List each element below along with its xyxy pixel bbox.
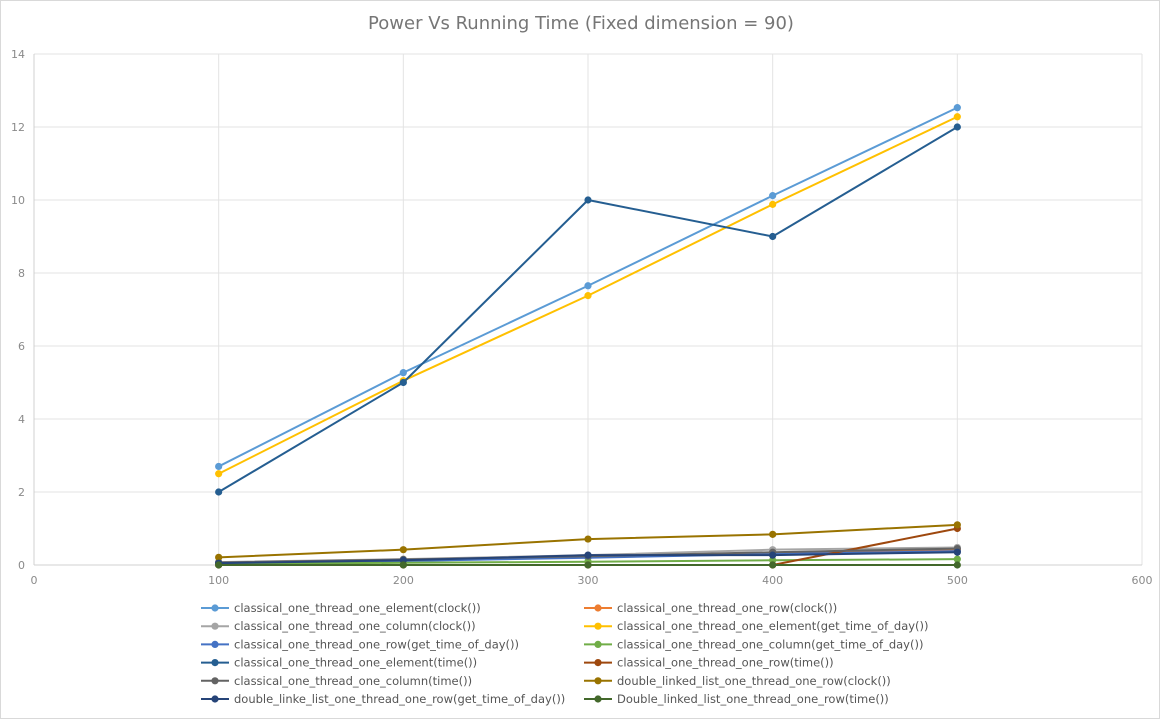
series-0 — [215, 104, 961, 471]
x-axis-ticks: 0 100 200 300 400 500 600 — [31, 574, 1153, 587]
legend-marker — [594, 677, 602, 685]
legend-label: classical_one_thread_one_element(time()) — [234, 656, 477, 670]
legend-item: classical_one_thread_one_element(get_tim… — [584, 619, 929, 633]
y-tick-label: 10 — [11, 194, 25, 207]
x-tick-label: 300 — [578, 574, 599, 587]
legend-marker — [211, 677, 219, 685]
legend-label: classical_one_thread_one_column(get_time… — [617, 637, 923, 651]
gridlines — [34, 53, 1143, 565]
legend-label: classical_one_thread_one_element(clock()… — [234, 601, 481, 615]
legend-label: classical_one_thread_one_row(get_time_of… — [234, 637, 519, 651]
data-point — [769, 530, 777, 538]
legend-label: classical_one_thread_one_column(time()) — [234, 674, 472, 688]
legend-marker — [594, 695, 602, 703]
x-tick-label: 500 — [947, 574, 968, 587]
x-tick-label: 0 — [31, 574, 38, 587]
data-point — [399, 369, 407, 377]
legend-marker — [594, 622, 602, 630]
data-point — [953, 113, 961, 121]
legend-label: double_linked_list_one_thread_one_row(cl… — [617, 674, 891, 688]
data-point — [953, 123, 961, 131]
y-tick-label: 0 — [18, 559, 25, 572]
legend-marker — [211, 659, 219, 667]
data-point — [769, 561, 777, 569]
series-11 — [215, 561, 961, 569]
legend-marker — [211, 604, 219, 612]
y-tick-label: 14 — [11, 48, 25, 61]
legend-item: double_linked_list_one_thread_one_row(cl… — [584, 674, 891, 688]
legend-item: classical_one_thread_one_row(clock()) — [584, 601, 837, 615]
legend-item: classical_one_thread_one_column(time()) — [201, 674, 472, 688]
data-point — [215, 462, 223, 471]
legend-item: classical_one_thread_one_column(get_time… — [584, 637, 923, 651]
data-point — [953, 561, 961, 569]
data-point — [584, 535, 592, 543]
data-point — [953, 548, 961, 556]
y-tick-label: 6 — [18, 340, 25, 353]
x-tick-label: 200 — [393, 574, 414, 587]
data-point — [769, 192, 777, 200]
y-tick-label: 4 — [18, 413, 25, 426]
data-point — [584, 292, 592, 300]
legend-marker — [594, 604, 602, 612]
data-point — [399, 561, 407, 569]
legend-item: classical_one_thread_one_row(time()) — [584, 656, 834, 670]
legend-item: Double_linked_list_one_thread_one_row(ti… — [584, 692, 889, 706]
data-point — [399, 378, 407, 387]
data-point — [769, 232, 777, 241]
x-tick-label: 100 — [208, 574, 229, 587]
y-tick-label: 8 — [18, 267, 25, 280]
chart-title: Power Vs Running Time (Fixed dimension =… — [368, 13, 794, 34]
data-point — [953, 555, 961, 563]
data-point — [399, 546, 407, 554]
legend-label: classical_one_thread_one_row(clock()) — [617, 601, 837, 615]
y-tick-label: 12 — [11, 121, 25, 134]
legend-marker — [211, 640, 219, 649]
legend-label: classical_one_thread_one_element(get_tim… — [617, 619, 929, 633]
data-point — [215, 561, 223, 569]
data-point — [215, 553, 223, 561]
legend-marker — [594, 659, 602, 667]
legend-item: classical_one_thread_one_column(clock()) — [201, 619, 476, 633]
legend-label: Double_linked_list_one_thread_one_row(ti… — [617, 692, 889, 706]
x-tick-label: 600 — [1132, 574, 1153, 587]
data-point — [215, 488, 223, 496]
data-point — [584, 561, 592, 569]
legend-marker — [211, 622, 219, 630]
data-point — [215, 470, 223, 478]
data-point — [953, 521, 961, 529]
legend-item: classical_one_thread_one_row(get_time_of… — [201, 637, 519, 651]
legend-label: classical_one_thread_one_row(time()) — [617, 656, 834, 670]
data-point — [584, 196, 592, 204]
series-lines — [215, 104, 961, 569]
legend-label: classical_one_thread_one_column(clock()) — [234, 619, 476, 633]
legend-marker — [594, 640, 602, 649]
legend-item: classical_one_thread_one_element(clock()… — [201, 601, 481, 615]
x-tick-label: 400 — [762, 574, 783, 587]
y-axis-ticks: 0 2 4 6 8 10 12 14 — [11, 48, 25, 572]
data-point — [953, 104, 961, 112]
legend-marker — [211, 695, 219, 703]
legend: classical_one_thread_one_element(clock()… — [201, 601, 929, 706]
legend-item: classical_one_thread_one_element(time()) — [201, 656, 477, 670]
legend-label: double_linke_list_one_thread_one_row(get… — [234, 692, 565, 706]
y-tick-label: 2 — [18, 486, 25, 499]
data-point — [584, 282, 592, 290]
data-point — [769, 551, 777, 559]
series-9 — [215, 521, 961, 561]
legend-item: double_linke_list_one_thread_one_row(get… — [201, 692, 565, 706]
data-point — [584, 551, 592, 559]
data-point — [769, 200, 777, 208]
series-6 — [215, 123, 961, 496]
